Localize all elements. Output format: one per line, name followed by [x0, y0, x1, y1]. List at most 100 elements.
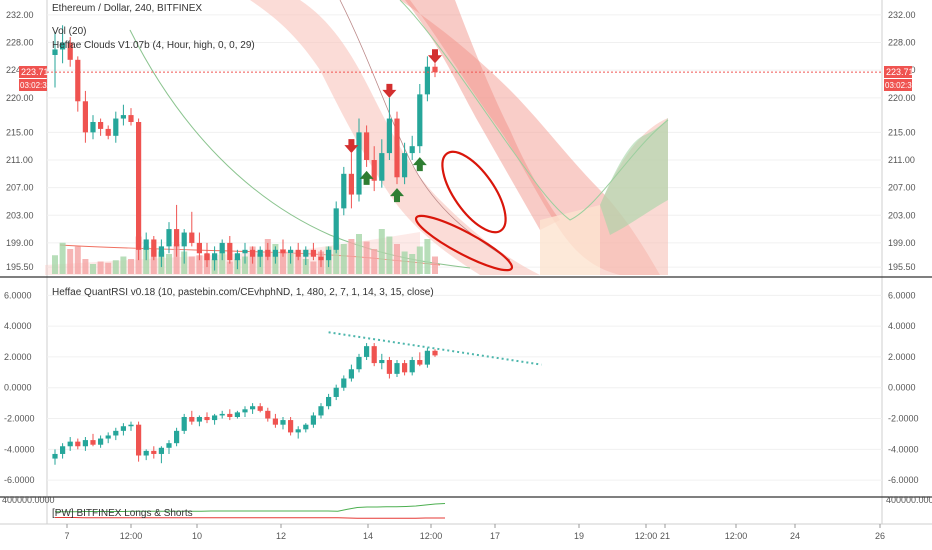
rsi-candle-body — [364, 346, 370, 357]
price-tick-right: 215.00 — [888, 127, 916, 137]
rsi-candle-body — [424, 350, 430, 365]
rsi-candle-body — [75, 441, 81, 447]
ls-title: [PW] BITFINEX Longs & Shorts — [52, 508, 193, 519]
price-tick-right: 211.00 — [888, 155, 915, 165]
candle-body — [151, 239, 157, 257]
rsi-candle-body — [318, 406, 324, 416]
longs-shorts-pane[interactable]: 400000.0000 400000.0000 [PW] BITFINEX Lo… — [2, 495, 932, 519]
indicator-clouds: Heffae Clouds V1.07b (4, Hour, high, 0, … — [52, 40, 255, 51]
rsi-candle-body — [113, 430, 119, 436]
price-tick-left: 215.00 — [6, 127, 34, 137]
volume-bar — [416, 246, 423, 274]
rsi-tick-left: -4.0000 — [4, 444, 35, 454]
price-candles — [52, 25, 438, 271]
volume-bar — [120, 256, 127, 274]
candle-body — [120, 115, 126, 119]
candle-body — [280, 249, 286, 254]
rsi-candle-body — [250, 406, 256, 410]
volume-bar — [143, 246, 150, 274]
price-tick-left: 195.50 — [6, 262, 34, 272]
rsi-candles — [52, 343, 438, 465]
rsi-candle-body — [257, 406, 263, 411]
rsi-candle-body — [234, 412, 240, 417]
price-tick-left: 211.00 — [6, 155, 33, 165]
candle-body — [166, 229, 172, 247]
rsi-pane[interactable]: 6.0000 6.0000 4.0000 4.0000 2.0000 2.0000 0.00… — [4, 287, 919, 485]
candle-body — [174, 229, 180, 247]
candle-body — [257, 249, 263, 257]
volume-bar — [105, 262, 112, 274]
time-axis[interactable]: 7 12:00 10 12 14 12:00 17 19 12:00 21 12:00 24 26 — [64, 524, 885, 541]
price-tick-right: 232.00 — [888, 10, 916, 20]
volume-bar — [295, 256, 302, 274]
annotation-ellipse-2 — [414, 214, 514, 272]
price-tick-left: 232.00 — [6, 10, 34, 20]
candle-body — [136, 122, 142, 250]
candle-body — [204, 253, 210, 261]
signal-arrows — [344, 49, 442, 203]
countdown-text-right: 03:02:32 — [885, 81, 917, 90]
candle-body — [371, 160, 377, 181]
rsi-candle-body — [386, 360, 392, 374]
price-tick-left: 220.00 — [6, 93, 34, 103]
candle-body — [105, 128, 111, 136]
price-pane[interactable]: 232.00232.00228.00228.00224.00224.00220.… — [6, 0, 917, 278]
sell-arrow-icon — [382, 83, 397, 98]
rsi-tick-right: -4.0000 — [888, 444, 919, 454]
rsi-axis-ticks: 6.0000 6.0000 4.0000 4.0000 2.0000 2.0000 0.00… — [4, 290, 919, 485]
rsi-tick-right: 0.0000 — [888, 383, 916, 393]
cloud-line-dark — [339, 0, 511, 261]
rsi-candle-body — [295, 429, 301, 433]
time-tick-label: 12:00 — [725, 531, 748, 541]
time-tick-label: 10 — [192, 531, 202, 541]
volume-bar — [97, 261, 104, 274]
volume-bar — [348, 239, 355, 274]
rsi-candle-body — [348, 369, 354, 379]
volume-bar — [287, 254, 294, 274]
rsi-candle-body — [417, 360, 423, 365]
price-title: Ethereum / Dollar, 240, BITFINEX — [52, 3, 202, 14]
volume-bar — [363, 241, 370, 274]
rsi-candle-body — [409, 360, 415, 373]
candle-body — [90, 122, 96, 133]
candle-body — [272, 249, 278, 257]
volume-bar — [310, 261, 317, 274]
rsi-trendline — [328, 331, 542, 366]
candle-body — [60, 42, 66, 50]
candle-body — [424, 66, 430, 95]
ls-series-line — [55, 517, 445, 519]
rsi-tick-left: 2.0000 — [4, 352, 32, 362]
candle-body — [333, 208, 339, 250]
candle-body — [227, 242, 233, 261]
volume-bar — [394, 244, 400, 274]
rsi-candle-body — [158, 447, 164, 454]
price-tick-right: 195.50 — [888, 262, 916, 272]
ls-tick-right: 400000.0000 — [886, 495, 932, 505]
cloud-band-inner — [250, 0, 540, 275]
volume-bar — [67, 249, 74, 274]
time-tick-label: 19 — [574, 531, 584, 541]
volume-bar — [242, 256, 248, 274]
volume-bar — [302, 259, 309, 274]
candle-body — [409, 146, 415, 154]
volume-bar — [280, 249, 286, 274]
rsi-candle-body — [136, 424, 142, 456]
volume-bar — [340, 244, 347, 274]
volume-bar — [196, 255, 203, 274]
rsi-candle-body — [402, 363, 408, 373]
rsi-candle-body — [143, 450, 149, 456]
volume-bar — [386, 236, 393, 274]
last-price-label-right: 223.71 03:02:32 — [884, 66, 917, 91]
rsi-tick-right: 6.0000 — [888, 290, 916, 300]
volume-bar — [371, 249, 378, 274]
candle-body — [143, 239, 149, 250]
rsi-tick-left: 4.0000 — [4, 321, 32, 331]
rsi-candle-body — [326, 396, 332, 407]
rsi-candle-body — [341, 378, 347, 388]
candle-body — [82, 101, 88, 133]
volume-bar — [128, 259, 134, 274]
volume-bar — [59, 242, 66, 274]
time-tick-label: 12:00 — [420, 531, 443, 541]
rsi-candle-body — [196, 416, 202, 422]
